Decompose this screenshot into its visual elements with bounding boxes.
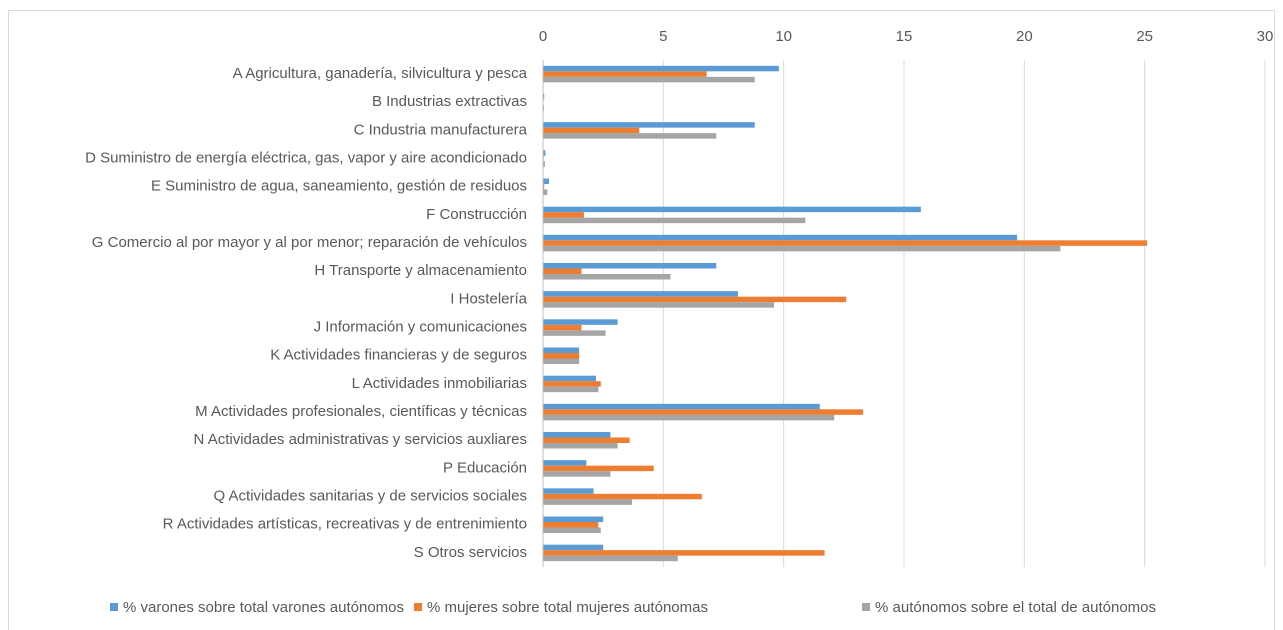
bar bbox=[543, 414, 835, 421]
bar bbox=[543, 319, 618, 325]
bar bbox=[543, 324, 582, 331]
bar bbox=[543, 127, 640, 134]
bar bbox=[543, 161, 545, 167]
legend-swatch bbox=[110, 603, 118, 611]
bar bbox=[543, 268, 582, 274]
bar bbox=[543, 353, 580, 359]
bar bbox=[543, 527, 601, 533]
bar bbox=[543, 347, 580, 353]
bar bbox=[543, 516, 604, 522]
y-tick-label: P Educación bbox=[443, 459, 527, 476]
bar bbox=[543, 544, 604, 551]
x-tick-label: 30 bbox=[1257, 28, 1274, 45]
bar bbox=[543, 555, 678, 562]
x-tick-label: 20 bbox=[1016, 28, 1033, 45]
bar bbox=[543, 550, 825, 556]
bar bbox=[543, 386, 599, 393]
bar bbox=[543, 488, 594, 494]
bar bbox=[543, 460, 587, 466]
bar bbox=[543, 234, 1018, 241]
bar bbox=[543, 443, 618, 449]
bar bbox=[543, 409, 864, 415]
bar bbox=[543, 122, 755, 128]
bar bbox=[543, 381, 601, 387]
bar bbox=[543, 471, 611, 477]
bar bbox=[543, 437, 630, 443]
bar bbox=[543, 302, 775, 308]
y-tick-label: J Información y comunicaciones bbox=[314, 319, 527, 336]
bar bbox=[543, 212, 584, 218]
y-tick-label: B Industrias extractivas bbox=[372, 93, 527, 110]
legend-swatch bbox=[414, 603, 422, 611]
bar bbox=[543, 330, 606, 336]
bar bbox=[543, 178, 550, 184]
bar bbox=[543, 465, 654, 472]
legend-label: % mujeres sobre total mujeres autónomas bbox=[427, 599, 708, 616]
x-tick-label: 15 bbox=[896, 28, 913, 45]
y-tick-label: N Actividades administrativas y servicio… bbox=[194, 431, 527, 448]
y-tick-label: S Otros servicios bbox=[414, 544, 527, 561]
y-tick-label: G Comercio al por mayor y al por menor; … bbox=[92, 234, 527, 251]
bar bbox=[543, 499, 633, 505]
legend-swatch bbox=[862, 603, 870, 611]
y-tick-label: D Suministro de energía eléctrica, gas, … bbox=[85, 150, 527, 167]
y-tick-label: C Industria manufacturera bbox=[354, 121, 528, 138]
bar bbox=[543, 133, 717, 139]
bar bbox=[543, 206, 921, 213]
bar bbox=[543, 375, 596, 382]
bar bbox=[543, 217, 806, 224]
bar bbox=[543, 493, 702, 500]
bar bbox=[543, 65, 779, 72]
y-tick-label: H Transporte y almacenamiento bbox=[314, 262, 527, 279]
y-tick-label: I Hostelería bbox=[450, 290, 527, 307]
y-tick-label: A Agricultura, ganadería, silvicultura y… bbox=[233, 65, 528, 82]
bar bbox=[543, 150, 546, 156]
bar bbox=[543, 189, 548, 195]
bar bbox=[543, 432, 611, 438]
y-tick-label: F Construcción bbox=[426, 206, 527, 223]
bar bbox=[543, 296, 847, 303]
bar bbox=[543, 76, 755, 83]
x-tick-label: 5 bbox=[659, 28, 667, 45]
y-tick-label: K Actividades financieras y de seguros bbox=[270, 347, 527, 364]
y-tick-label: M Actividades profesionales, científicas… bbox=[195, 403, 527, 420]
legend-label: % varones sobre total varones autónomos bbox=[123, 599, 404, 616]
x-tick-label: 10 bbox=[775, 28, 792, 45]
bar bbox=[543, 94, 545, 100]
legend-label: % autónomos sobre el total de autónomos bbox=[875, 599, 1156, 616]
y-tick-label: R Actividades artísticas, recreativas y … bbox=[163, 516, 527, 533]
x-tick-label: 25 bbox=[1136, 28, 1153, 45]
bar bbox=[543, 403, 820, 410]
x-tick-label: 0 bbox=[539, 28, 547, 45]
y-tick-label: E Suministro de agua, saneamiento, gesti… bbox=[151, 178, 527, 195]
chart-border bbox=[8, 10, 1275, 630]
bar bbox=[543, 522, 599, 528]
bar bbox=[543, 263, 717, 269]
bar bbox=[543, 71, 707, 77]
y-tick-label: L Actividades inmobiliarias bbox=[352, 375, 527, 392]
bar bbox=[543, 274, 671, 280]
bar bbox=[543, 358, 580, 364]
bar bbox=[543, 240, 1148, 246]
bar bbox=[543, 291, 738, 297]
bar bbox=[543, 184, 545, 190]
bar bbox=[543, 245, 1061, 252]
y-tick-label: Q Actividades sanitarias y de servicios … bbox=[214, 488, 527, 505]
